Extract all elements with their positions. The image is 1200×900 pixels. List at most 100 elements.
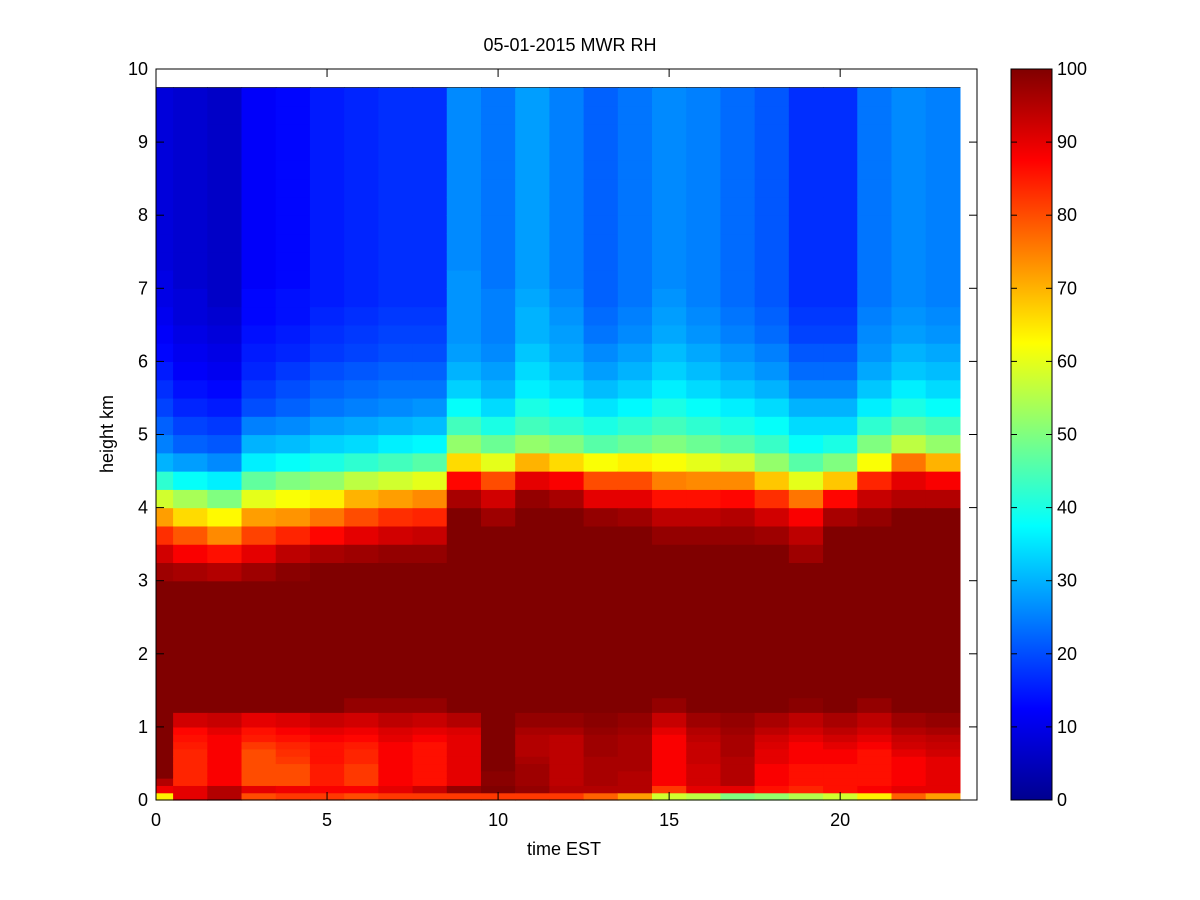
heatmap-cell	[412, 178, 448, 198]
heatmap-cell	[480, 580, 516, 600]
heatmap-cell	[788, 471, 824, 490]
heatmap-cell	[378, 635, 414, 655]
heatmap-cell	[207, 507, 243, 527]
heatmap-cell	[412, 105, 448, 125]
heatmap-cell	[617, 288, 653, 308]
heatmap-cell	[275, 544, 311, 564]
heatmap-cell	[309, 489, 345, 509]
heatmap-cell	[173, 544, 208, 564]
heatmap-cell	[617, 233, 653, 253]
heatmap-cell	[754, 748, 790, 757]
heatmap-cell	[378, 251, 414, 271]
heatmap-cell	[617, 734, 653, 743]
heatmap-cell	[652, 142, 687, 161]
heatmap-cell	[583, 87, 619, 88]
heatmap-cell	[156, 87, 174, 88]
heatmap-cell	[344, 726, 379, 735]
heatmap-cell	[378, 770, 414, 779]
heatmap-cell	[720, 105, 756, 125]
heatmap-cell	[446, 270, 482, 289]
heatmap-cell	[241, 452, 277, 472]
heatmap-cell	[344, 525, 379, 545]
heatmap-cell	[207, 544, 243, 564]
heatmap-cell	[446, 635, 482, 655]
heatmap-cell	[173, 196, 208, 216]
heatmap-cell	[275, 343, 311, 363]
heatmap-cell	[788, 734, 824, 743]
heatmap-cell	[446, 233, 482, 253]
heatmap-cell	[207, 343, 243, 363]
heatmap-cell	[823, 653, 858, 670]
heatmap-cell	[241, 324, 277, 344]
heatmap-cell	[652, 785, 687, 794]
heatmap-cell	[823, 489, 858, 509]
heatmap-cell	[173, 251, 208, 271]
heatmap-cell	[241, 763, 277, 772]
heatmap-cell	[173, 763, 208, 772]
heatmap-cell	[686, 778, 722, 786]
heatmap-cell	[720, 270, 756, 289]
colorbar-tick-label: 0	[1057, 790, 1067, 810]
heatmap-cell	[823, 697, 858, 713]
heatmap-cell	[480, 215, 516, 235]
heatmap-cell	[549, 215, 585, 235]
heatmap-cell	[891, 763, 927, 772]
heatmap-cell	[823, 471, 858, 490]
heatmap-cell	[446, 580, 482, 600]
heatmap-cell	[788, 87, 824, 88]
heatmap-cell	[480, 741, 516, 750]
heatmap-cell	[720, 251, 756, 271]
heatmap-cell	[515, 562, 550, 582]
heatmap-cell	[686, 741, 722, 750]
heatmap-cell	[480, 142, 516, 161]
heatmap-cell	[720, 668, 756, 684]
heatmap-cell	[857, 196, 893, 216]
heatmap-cell	[788, 178, 824, 198]
heatmap-cell	[275, 748, 311, 757]
heatmap-cell	[823, 288, 858, 308]
heatmap-cell	[275, 306, 311, 326]
heatmap-cell	[156, 416, 174, 436]
heatmap-cell	[309, 196, 345, 216]
heatmap-cell	[173, 270, 208, 289]
heatmap-cell	[480, 748, 516, 757]
heatmap-cell	[720, 741, 756, 750]
heatmap-cell	[480, 87, 516, 88]
heatmap-cell	[891, 544, 927, 564]
heatmap-cell	[412, 778, 448, 786]
heatmap-cell	[173, 770, 208, 779]
heatmap-cell	[686, 452, 722, 472]
heatmap-cell	[275, 741, 311, 750]
heatmap-cell	[652, 434, 687, 454]
heatmap-cell	[446, 544, 482, 564]
heatmap-cell	[652, 734, 687, 743]
heatmap-cell	[309, 770, 345, 779]
heatmap-cell	[720, 785, 756, 794]
heatmap-cell	[925, 123, 961, 143]
heatmap-cell	[344, 792, 379, 801]
heatmap-cell	[720, 215, 756, 235]
heatmap-cell	[686, 668, 722, 684]
heatmap-cell	[156, 196, 174, 216]
heatmap-cell	[549, 324, 585, 344]
heatmap-cell	[378, 741, 414, 750]
heatmap-cell	[788, 87, 824, 107]
heatmap-cell	[583, 471, 619, 490]
heatmap-cell	[549, 668, 585, 684]
heatmap-cell	[925, 160, 961, 180]
heatmap-cell	[515, 397, 550, 417]
heatmap-cell	[275, 712, 311, 728]
heatmap-cell	[173, 748, 208, 757]
heatmap-cell	[207, 416, 243, 436]
heatmap-cell	[891, 598, 927, 618]
colorbar-tick-label: 90	[1057, 132, 1077, 152]
heatmap-cell	[617, 452, 653, 472]
heatmap-cell	[156, 617, 174, 637]
heatmap-cell	[857, 379, 893, 399]
heatmap-cell	[156, 87, 174, 107]
heatmap-cell	[241, 233, 277, 253]
heatmap-cell	[652, 397, 687, 417]
heatmap-cell	[788, 233, 824, 253]
heatmap-cell	[754, 726, 790, 735]
heatmap-cell	[344, 361, 379, 381]
